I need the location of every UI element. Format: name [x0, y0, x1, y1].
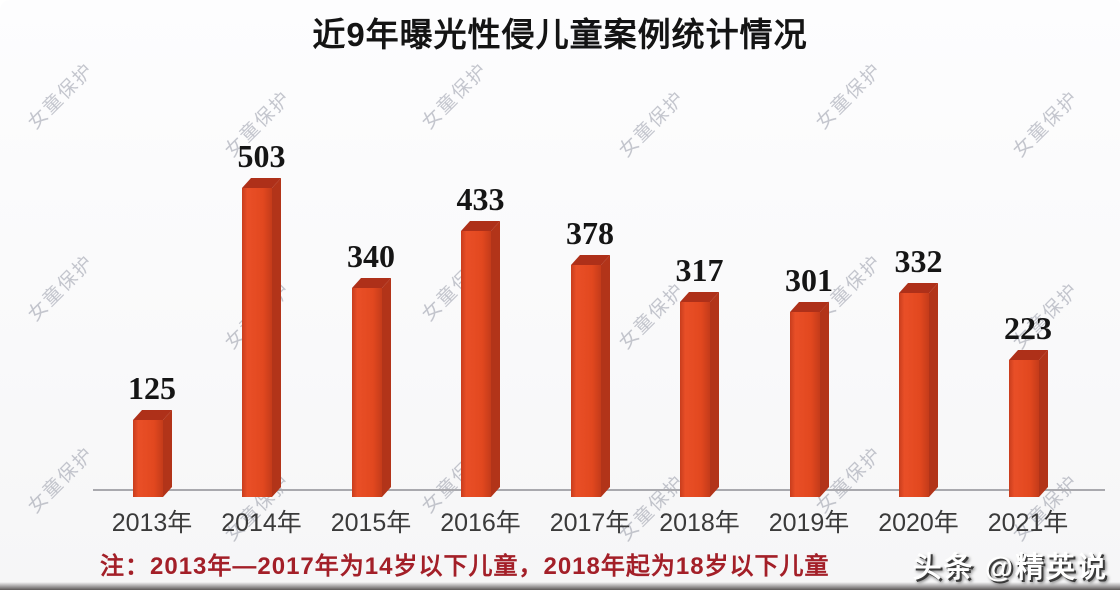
bar-value-label: 378 [566, 215, 614, 251]
girl-protection-watermark: 女童保护 [24, 59, 99, 134]
x-axis-label-2013年: 2013年 [111, 509, 193, 537]
bottom-edge-shadow [0, 582, 1120, 590]
bar-value-label: 340 [347, 238, 395, 274]
girl-protection-watermark: 女童保护 [812, 59, 887, 134]
brand-watermark: 头条 @精英说 [912, 552, 1108, 584]
girl-protection-watermark: 女童保护 [24, 443, 99, 518]
bar-value-label: 332 [894, 243, 943, 279]
bar-value-label: 125 [128, 370, 176, 406]
bar-2013年: 125 [97, 371, 207, 497]
bar-2020年: 332 [864, 244, 974, 497]
girl-protection-watermark: 女童保护 [24, 251, 99, 326]
chart-footnote: 注：2013年—2017年为14岁以下儿童，2018年起为18岁以下儿童 [100, 553, 830, 580]
bar-2018年: 317 [645, 253, 755, 497]
bar-2021年: 223 [973, 311, 1083, 497]
bar-shape [899, 283, 938, 497]
bar-2019年: 301 [754, 263, 864, 497]
x-axis-label-2017年: 2017年 [549, 509, 631, 537]
bar-shape [132, 410, 172, 497]
x-axis-label-2016年: 2016年 [440, 509, 521, 537]
chart-title: 近9年曝光性侵儿童案例统计情况 [312, 16, 808, 53]
girl-protection-watermark: 女童保护 [418, 59, 493, 134]
bar-shape [461, 221, 500, 497]
girl-protection-watermark: 女童保护 [1009, 87, 1084, 162]
bar-shape [789, 302, 829, 497]
bar-shape [351, 278, 391, 497]
bar-2014年: 503 [207, 139, 317, 497]
x-axis-label-2018年: 2018年 [659, 509, 740, 537]
bar-value-label: 503 [237, 138, 286, 174]
bar-2016年: 433 [426, 182, 536, 497]
bar-value-label: 301 [785, 262, 833, 298]
bar-value-label: 223 [1004, 310, 1052, 346]
x-axis-label-2021年: 2021年 [987, 509, 1069, 537]
bar-shape [680, 292, 719, 497]
girl-protection-watermark: 女童保护 [615, 87, 690, 162]
bar-shape [570, 255, 610, 497]
bar-value-label: 317 [675, 252, 724, 288]
x-axis-label-2019年: 2019年 [768, 509, 850, 537]
bar-value-label: 433 [456, 181, 505, 217]
x-axis-label-2020年: 2020年 [878, 509, 959, 537]
x-axis-label-2015年: 2015年 [330, 509, 412, 537]
bar-shape [1008, 350, 1048, 497]
x-axis-label-2014年: 2014年 [221, 509, 302, 537]
bar-2017年: 378 [535, 216, 645, 497]
bar-2015年: 340 [316, 239, 426, 497]
bar-shape [242, 178, 281, 497]
